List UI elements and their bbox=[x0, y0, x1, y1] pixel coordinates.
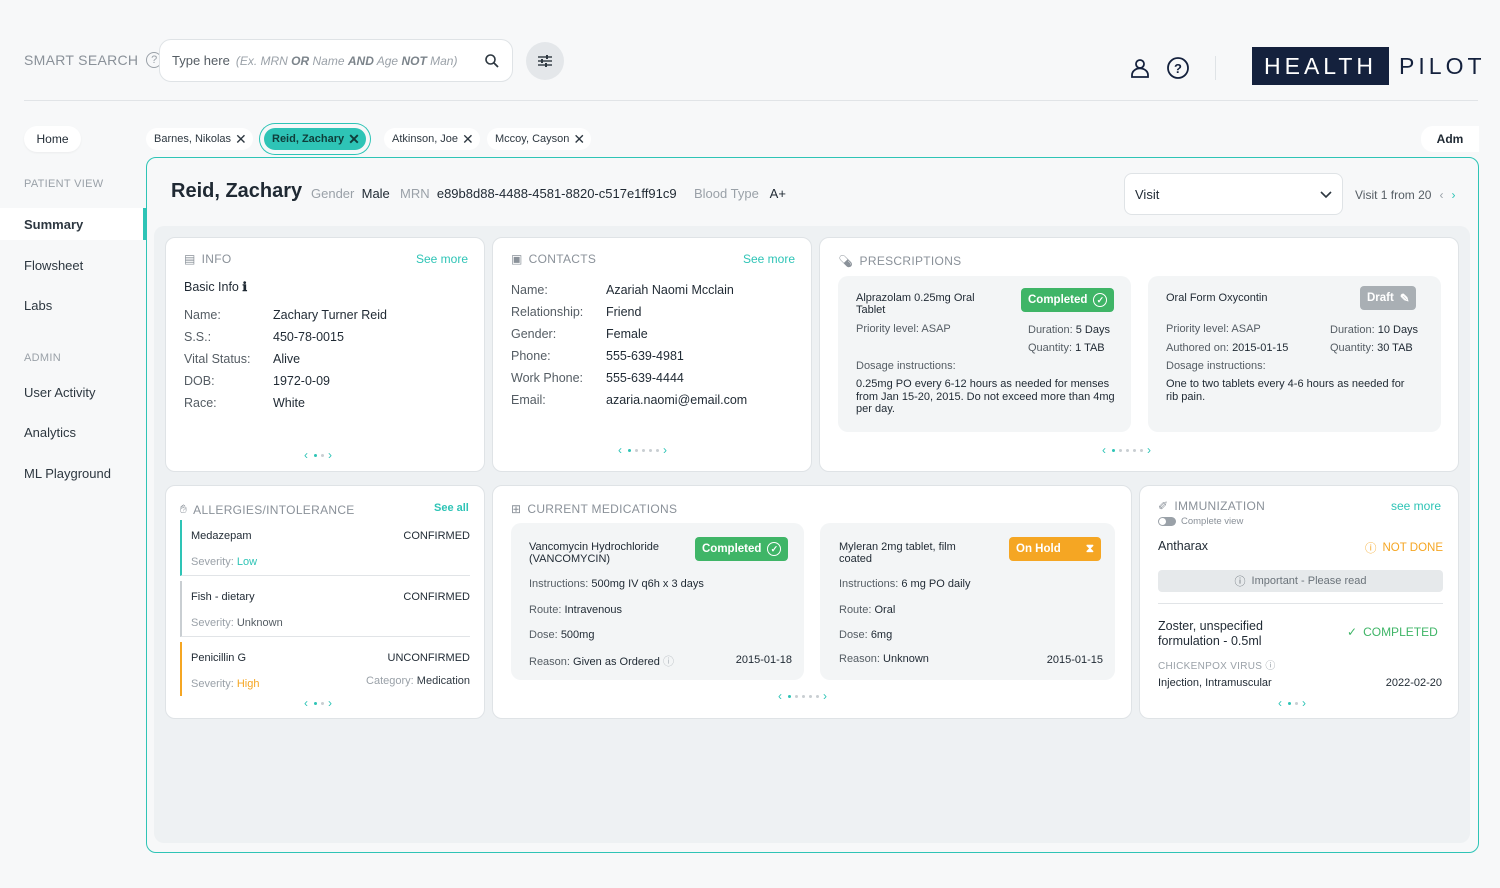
sidebar-item-analytics[interactable]: Analytics bbox=[24, 425, 77, 440]
status-badge: On Hold ⧗ bbox=[1009, 537, 1101, 561]
close-icon[interactable]: ✕ bbox=[235, 131, 247, 147]
help-icon[interactable]: ? bbox=[1166, 56, 1190, 80]
close-icon[interactable]: ✕ bbox=[348, 131, 360, 147]
filter-button[interactable] bbox=[526, 42, 564, 80]
check-icon: ✓ bbox=[1093, 293, 1108, 307]
medical-bag-icon: ⊞ bbox=[511, 502, 522, 516]
hand-icon: ✋︎ bbox=[180, 502, 188, 516]
pencil-icon: ✎ bbox=[1399, 293, 1410, 305]
allergies-card: ✋︎ ALLERGIES/INTOLERANCE See all Medazepa… bbox=[165, 485, 485, 719]
allergy-item[interactable]: Medazepam CONFIRMED Severity: Low bbox=[180, 520, 470, 576]
prescriptions-card: 💊︎ PRESCRIPTIONS Alprazolam 0.25mg Oral T… bbox=[819, 237, 1459, 472]
medication-item[interactable]: Vancomycin Hydrochloride (VANCOMYCIN) Co… bbox=[511, 523, 804, 680]
search-hint: (Ex. MRN OR Name AND Age NOT Man) bbox=[235, 53, 458, 68]
medication-item[interactable]: Myleran 2mg tablet, film coated On Hold ⧗… bbox=[820, 523, 1115, 680]
sidebar-item-user-activity[interactable]: User Activity bbox=[24, 385, 96, 400]
medications-pager[interactable]: ‹ › bbox=[778, 689, 829, 703]
sidebar-active-highlight bbox=[0, 208, 146, 240]
check-icon: ✓ bbox=[767, 542, 782, 556]
allergies-see-all-link[interactable]: See all bbox=[434, 502, 469, 514]
alert-icon: ⓘ bbox=[1234, 576, 1246, 588]
admin-section-title: ADMIN bbox=[24, 352, 61, 364]
health-pilot-logo: HEALTH PILOT bbox=[1252, 47, 1496, 85]
allergy-item[interactable]: Fish - dietary CONFIRMED Severity: Unkno… bbox=[180, 581, 470, 637]
prescription-item[interactable]: Alprazolam 0.25mg Oral Tablet Completed ✓… bbox=[838, 276, 1131, 432]
status-badge: Completed ✓ bbox=[1021, 288, 1115, 312]
info-icon: ⓘ bbox=[1265, 661, 1276, 672]
patient-tab[interactable]: Atkinson, Joe ✕ bbox=[384, 128, 480, 150]
info-see-more-link[interactable]: See more bbox=[416, 252, 469, 266]
toggle-switch bbox=[1158, 517, 1176, 526]
chevron-right-icon[interactable]: › bbox=[1451, 188, 1456, 202]
close-icon[interactable]: ✕ bbox=[573, 131, 586, 147]
important-notice-button[interactable]: ⓘ Important - Please read bbox=[1158, 570, 1443, 592]
sidebar-item-summary[interactable]: Summary bbox=[24, 217, 84, 232]
info-card: ▤ INFO See more Basic Info ℹ Name: Zachary… bbox=[165, 237, 485, 472]
smart-search-label: SMART SEARCH ? bbox=[24, 52, 163, 68]
info-icon: ⓘ bbox=[662, 656, 674, 668]
contacts-rows: Name: Azariah Naomi Mcclain Relationship:… bbox=[511, 283, 748, 407]
contact-card-icon: ▣ bbox=[511, 252, 523, 266]
info-pager[interactable]: ‹ › bbox=[304, 448, 334, 462]
info-rows: Name: Zachary Turner Reid S.S.: 450-78-001… bbox=[184, 308, 387, 410]
patient-blood-type: Blood Type A+ bbox=[694, 186, 786, 201]
contacts-see-more-link[interactable]: See more bbox=[743, 252, 796, 266]
basic-info-label: Basic Info ℹ bbox=[184, 280, 248, 294]
sidebar-item-flowsheet[interactable]: Flowsheet bbox=[24, 258, 84, 273]
hourglass-icon: ⧗ bbox=[1085, 542, 1094, 555]
chevron-left-icon[interactable]: ‹ bbox=[1439, 188, 1444, 202]
check-circle-icon: ✓ bbox=[1347, 625, 1358, 639]
sliders-icon bbox=[538, 55, 552, 67]
medications-card: ⊞ CURRENT MEDICATIONS Vancomycin Hydrochl… bbox=[492, 485, 1132, 719]
visit-navigator: Visit 1 from 20 ‹ › bbox=[1355, 188, 1456, 202]
patient-gender: Gender Male bbox=[311, 186, 390, 201]
status-badge: Completed ✓ bbox=[695, 537, 789, 561]
info-icon: ℹ bbox=[242, 280, 248, 294]
prescription-item[interactable]: Oral Form Oxycontin Draft ✎ Priority leve… bbox=[1148, 276, 1441, 432]
contacts-pager[interactable]: ‹ › bbox=[618, 443, 669, 457]
status-badge: Draft ✎ bbox=[1360, 286, 1417, 310]
pills-icon: 💊︎ bbox=[838, 254, 854, 268]
status-completed: ✓ COMPLETED bbox=[1347, 625, 1438, 639]
svg-text:?: ? bbox=[1174, 61, 1182, 76]
patient-tab[interactable]: Barnes, Nikolas ✕ bbox=[146, 128, 253, 150]
divider bbox=[1158, 603, 1443, 604]
home-button[interactable]: Home bbox=[24, 126, 81, 152]
search-icon[interactable] bbox=[484, 53, 500, 69]
header-divider-line bbox=[24, 100, 1478, 101]
visit-select[interactable]: Visit bbox=[1124, 173, 1343, 215]
id-card-icon: ▤ bbox=[184, 252, 196, 266]
prescriptions-pager[interactable]: ‹ › bbox=[1102, 443, 1153, 457]
patient-mrn: MRN e89b8d88-4488-4581-8820-c517e1ff91c9 bbox=[400, 186, 677, 201]
header-divider bbox=[1215, 56, 1216, 80]
patient-tab[interactable]: Mccoy, Cayson ✕ bbox=[487, 128, 592, 150]
status-not-done: ⓘ NOT DONE bbox=[1365, 542, 1443, 555]
complete-view-toggle[interactable]: Complete view bbox=[1158, 516, 1243, 527]
immunization-card: ✐ IMMUNIZATION see more Complete view Ant… bbox=[1139, 485, 1459, 719]
immunization-pager[interactable]: ‹ › bbox=[1278, 696, 1308, 710]
clock-icon: ⓘ bbox=[1365, 543, 1377, 555]
allergies-pager[interactable]: ‹ › bbox=[304, 696, 334, 710]
search-input[interactable]: Type here (Ex. MRN OR Name AND Age NOT M… bbox=[159, 39, 513, 82]
allergy-item[interactable]: Penicillin G UNCONFIRMED Severity: High … bbox=[180, 642, 470, 696]
user-icon[interactable] bbox=[1128, 56, 1152, 80]
patient-tab-active[interactable]: Reid, Zachary ✕ bbox=[264, 128, 366, 150]
immunization-see-more-link[interactable]: see more bbox=[1391, 499, 1442, 513]
contacts-card: ▣ CONTACTS See more Name: Azariah Naomi Mc… bbox=[492, 237, 812, 472]
sidebar-item-ml-playground[interactable]: ML Playground bbox=[24, 466, 111, 481]
syringe-icon: ✐ bbox=[1158, 499, 1169, 513]
sidebar-item-labs[interactable]: Labs bbox=[24, 298, 53, 313]
adm-tab[interactable]: Adm bbox=[1421, 126, 1479, 152]
patient-name: Reid, Zachary bbox=[171, 180, 303, 202]
patient-view-section-title: PATIENT VIEW bbox=[24, 178, 104, 190]
close-icon[interactable]: ✕ bbox=[462, 131, 474, 147]
chevron-down-icon bbox=[1320, 187, 1332, 202]
